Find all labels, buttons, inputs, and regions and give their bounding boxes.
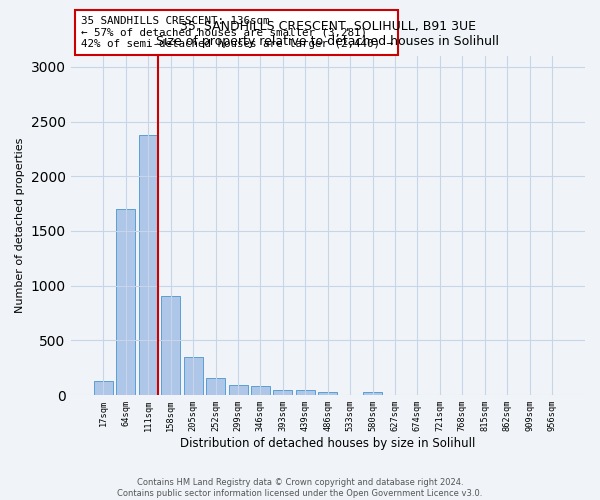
Bar (161, 296, 180, 395)
Bar (318, 392, 337, 395)
Bar (139, 134, 158, 395)
Title: 35, SANDHILLS CRESCENT, SOLIHULL, B91 3UE
Size of property relative to detached : 35, SANDHILLS CRESCENT, SOLIHULL, B91 3U… (156, 20, 499, 48)
X-axis label: Distribution of detached houses by size in Solihull: Distribution of detached houses by size … (180, 437, 475, 450)
Bar (184, 357, 203, 395)
Bar (296, 390, 315, 395)
Bar (116, 209, 136, 395)
Bar (229, 385, 248, 395)
Bar (251, 386, 270, 395)
Bar (94, 381, 113, 395)
Y-axis label: Number of detached properties: Number of detached properties (15, 138, 25, 313)
Bar (206, 378, 225, 395)
Bar (363, 392, 382, 395)
Text: 35 SANDHILLS CRESCENT: 136sqm
← 57% of detached houses are smaller (3,281)
42% o: 35 SANDHILLS CRESCENT: 136sqm ← 57% of d… (81, 16, 393, 49)
Bar (274, 390, 292, 395)
Text: Contains HM Land Registry data © Crown copyright and database right 2024.
Contai: Contains HM Land Registry data © Crown c… (118, 478, 482, 498)
